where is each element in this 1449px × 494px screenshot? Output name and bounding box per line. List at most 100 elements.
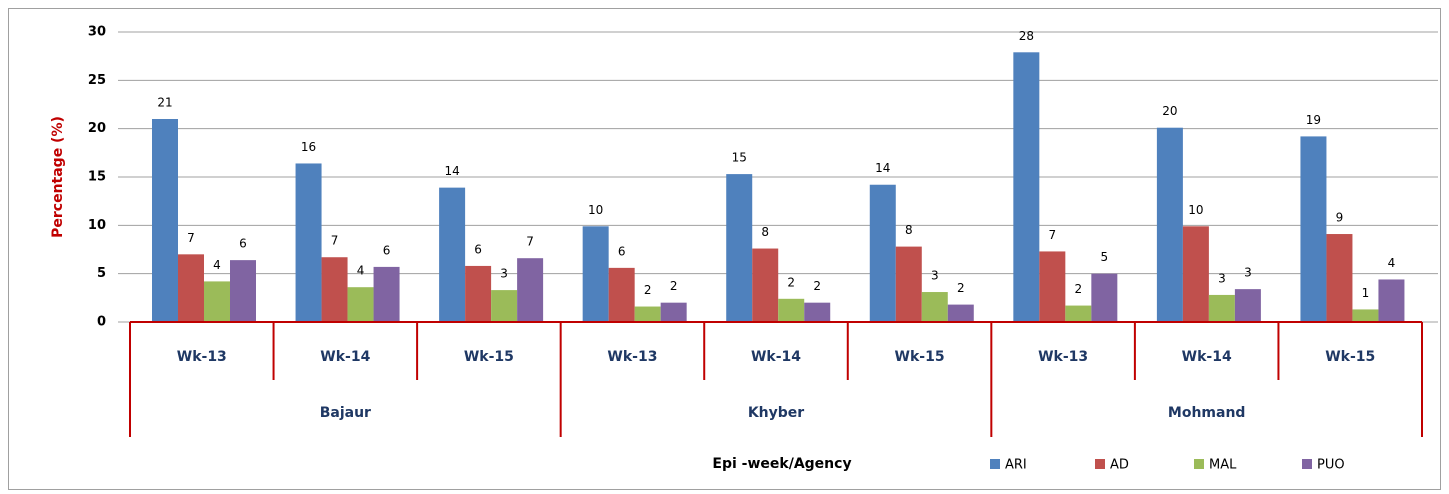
bar <box>178 254 204 322</box>
legend-label: PUO <box>1317 458 1345 473</box>
legend-label: AD <box>1110 458 1129 473</box>
value-label: 4 <box>1388 256 1396 270</box>
y-tick-label: 5 <box>97 266 106 281</box>
bar <box>1300 136 1327 322</box>
y-axis-label: Percentage (%) <box>50 116 66 238</box>
bar <box>1182 226 1209 322</box>
legend-label: MAL <box>1209 458 1237 473</box>
x-tick-label: Wk-14 <box>320 349 370 365</box>
x-axis-label: Epi -week/Agency <box>712 456 851 472</box>
value-label: 7 <box>187 231 195 245</box>
y-tick-label: 0 <box>97 315 106 330</box>
bar <box>373 266 400 322</box>
value-label: 2 <box>957 281 965 295</box>
value-label: 4 <box>357 264 365 278</box>
bar <box>1156 127 1183 322</box>
bar <box>1352 309 1379 322</box>
value-label: 2 <box>644 283 652 297</box>
bar <box>947 304 974 322</box>
value-label: 19 <box>1306 113 1321 127</box>
bar <box>582 226 609 322</box>
bar <box>869 184 896 322</box>
bar <box>439 187 466 322</box>
legend-swatch <box>1194 459 1204 469</box>
bar <box>660 302 687 322</box>
group-label: Mohmand <box>1168 405 1246 421</box>
value-label: 1 <box>1362 286 1370 300</box>
value-label: 5 <box>1101 250 1109 264</box>
bar <box>1065 305 1092 322</box>
bar <box>295 163 322 322</box>
group-label: Bajaur <box>320 405 371 421</box>
legend-swatch <box>1095 459 1105 469</box>
value-label: 3 <box>500 267 508 281</box>
bar <box>634 306 661 322</box>
bar <box>1378 279 1405 322</box>
value-label: 10 <box>1188 203 1203 217</box>
x-tick-label: Wk-15 <box>464 349 514 365</box>
value-label: 28 <box>1019 29 1034 43</box>
x-tick-label: Wk-13 <box>607 349 657 365</box>
x-tick-label: Wk-13 <box>1038 349 1088 365</box>
x-tick-label: Wk-14 <box>751 349 801 365</box>
value-label: 2 <box>787 275 795 289</box>
bar <box>230 260 256 322</box>
legend-swatch <box>1302 459 1312 469</box>
y-tick-label: 30 <box>88 25 106 40</box>
value-label: 8 <box>905 223 913 237</box>
value-label: 3 <box>931 269 939 283</box>
value-label: 3 <box>1218 271 1226 285</box>
value-label: 6 <box>618 244 626 258</box>
value-label: 6 <box>239 237 247 251</box>
value-label: 6 <box>474 242 482 256</box>
bar <box>1013 52 1040 323</box>
bar <box>1091 273 1118 322</box>
value-label: 16 <box>301 140 316 154</box>
bar <box>204 281 230 322</box>
y-tick-label: 20 <box>88 121 106 136</box>
value-label: 7 <box>1049 228 1057 242</box>
bar <box>921 292 948 322</box>
bar <box>347 287 374 322</box>
bar <box>465 265 492 322</box>
bar <box>752 248 779 322</box>
bar <box>491 290 518 322</box>
bar <box>895 246 922 322</box>
value-label: 7 <box>331 234 339 248</box>
x-tick-label: Wk-15 <box>1325 349 1375 365</box>
value-label: 21 <box>157 96 172 110</box>
bar <box>1039 251 1066 322</box>
value-label: 14 <box>875 161 890 175</box>
x-tick-label: Wk-15 <box>895 349 945 365</box>
bar <box>152 119 178 322</box>
bar <box>1208 294 1235 322</box>
value-label: 20 <box>1162 104 1177 118</box>
x-tick-label: Wk-14 <box>1182 349 1232 365</box>
x-tick-label: Wk-13 <box>177 349 227 365</box>
legend-label: ARI <box>1005 458 1027 473</box>
value-label: 10 <box>588 203 603 217</box>
group-label: Khyber <box>748 405 804 421</box>
bar <box>321 257 348 322</box>
bar <box>1234 289 1261 322</box>
bar <box>804 302 831 322</box>
value-label: 7 <box>526 235 534 249</box>
bar <box>778 298 805 322</box>
value-label: 2 <box>813 279 821 293</box>
bar <box>1326 234 1353 322</box>
value-label: 2 <box>1075 282 1083 296</box>
value-label: 9 <box>1336 211 1344 225</box>
value-label: 4 <box>213 258 221 272</box>
value-label: 3 <box>1244 266 1252 280</box>
bar <box>608 267 635 322</box>
y-tick-label: 10 <box>88 218 106 233</box>
value-label: 14 <box>444 164 459 178</box>
y-tick-label: 15 <box>88 170 106 185</box>
value-label: 6 <box>383 243 391 257</box>
y-tick-label: 25 <box>88 73 106 88</box>
bar <box>726 174 753 322</box>
value-label: 15 <box>732 151 747 165</box>
legend-swatch <box>990 459 1000 469</box>
bar <box>517 258 544 322</box>
